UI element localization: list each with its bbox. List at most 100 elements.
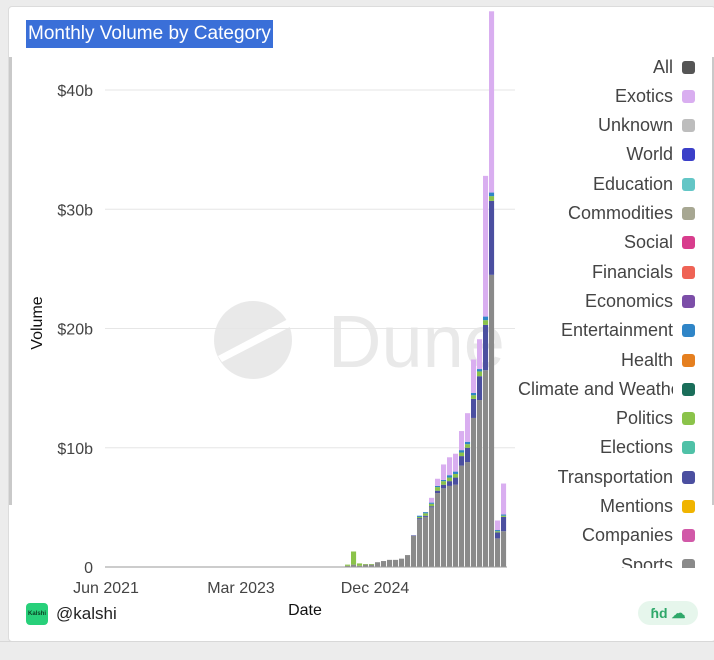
bar-segment — [447, 485, 453, 567]
legend-item[interactable]: Education — [593, 173, 695, 195]
legend-item-label: Unknown — [597, 115, 673, 136]
bar-segment — [423, 515, 429, 517]
legend-item-label: Commodities — [567, 203, 673, 223]
legend-item-label: Financials — [591, 261, 673, 282]
bar-segment — [441, 488, 447, 567]
chart-title: Monthly Volume by Category — [26, 20, 273, 48]
legend-item[interactable]: Exotics — [615, 85, 695, 107]
legend-item[interactable]: Commodities — [568, 203, 695, 225]
kalshi-logo-icon: Kalshi — [26, 603, 48, 625]
footer-handle[interactable]: @kalshi — [56, 604, 117, 623]
bar-segment — [477, 369, 483, 372]
bar-segment — [381, 561, 387, 567]
bar-segment — [429, 497, 435, 503]
bar-segment — [453, 471, 459, 474]
legend-item-label: Health — [620, 349, 673, 370]
legend-item-label: Climate and Weather — [518, 378, 673, 399]
bar-segment — [489, 196, 495, 201]
bar-segment — [483, 316, 489, 321]
bar-segment — [387, 559, 393, 567]
legend-item[interactable]: Sports — [621, 554, 695, 568]
bar-segment — [459, 456, 465, 466]
bar-segment — [363, 564, 369, 565]
legend-item-label: Companies — [581, 525, 673, 546]
bar-segment — [447, 475, 453, 478]
bar-segment — [465, 462, 471, 567]
legend-item-label: Education — [592, 173, 673, 194]
legend-item[interactable]: Entertainment — [561, 320, 695, 342]
y-tick-label: $40b — [57, 83, 93, 100]
legend-swatch — [682, 529, 695, 543]
legend-item[interactable]: All — [653, 56, 695, 78]
bar-segment — [489, 11, 495, 193]
legend-item-label: Entertainment — [560, 320, 673, 341]
bar-segment — [489, 274, 495, 567]
bar-segment — [417, 515, 423, 517]
legend-item[interactable]: Elections — [600, 437, 695, 459]
bar-segment — [471, 392, 477, 396]
bar-segment — [435, 478, 441, 486]
bar-segment — [453, 473, 459, 478]
bar-segment — [483, 320, 489, 325]
bar-segment — [411, 535, 417, 536]
x-tick-label: Dec 2024 — [341, 580, 410, 597]
legend-swatch — [682, 119, 695, 133]
bar-segment — [465, 413, 471, 442]
bar-segment — [375, 562, 381, 567]
legend-swatch — [682, 382, 695, 396]
bar-segment — [477, 376, 483, 401]
bar-segment — [453, 453, 459, 472]
bar-segment — [369, 564, 375, 567]
legend-item[interactable]: Health — [621, 349, 695, 371]
bar-segment — [345, 565, 351, 567]
bottom-strip — [0, 641, 714, 660]
legend-item-label: Elections — [599, 437, 673, 458]
bar-segment — [501, 516, 507, 532]
legend-swatch — [682, 177, 695, 191]
bar-segment — [417, 519, 423, 567]
x-tick-label: Mar 2023 — [207, 580, 275, 597]
bar-segment — [369, 564, 375, 565]
legend-swatch — [682, 441, 695, 455]
bar-segment — [471, 417, 477, 567]
bar-segment — [459, 431, 465, 451]
legend-swatch — [682, 89, 695, 103]
bar-segment — [471, 398, 477, 418]
bar-segment — [441, 479, 447, 482]
bar-segment — [477, 339, 483, 370]
legend-item[interactable]: Mentions — [600, 496, 695, 518]
bar-segment — [477, 400, 483, 567]
legend-item[interactable]: World — [626, 144, 695, 166]
chart-legend: All Exotics Unknown World Education Commoditi… — [505, 56, 703, 568]
bar-segment — [453, 477, 459, 485]
legend-item[interactable]: Unknown — [598, 115, 695, 137]
legend-item[interactable]: Financials — [592, 261, 695, 283]
legend-swatch — [682, 207, 695, 220]
legend-item[interactable]: Economics — [585, 290, 695, 312]
legend-item[interactable]: Politics — [616, 408, 695, 430]
bar-segment — [351, 564, 357, 567]
legend-item[interactable]: Climate and Weather — [518, 378, 695, 400]
dune-badge-icon[interactable]: ɦd ☁ — [638, 601, 698, 625]
bar-segment — [495, 530, 501, 532]
legend-item-label: Sports — [620, 554, 673, 568]
bar-segment — [363, 564, 369, 567]
y-tick-label: $30b — [57, 202, 93, 219]
legend-item[interactable]: Companies — [582, 525, 695, 547]
bar-segment — [465, 441, 471, 445]
bar-segment — [483, 175, 489, 317]
legend-item-label: Transportation — [557, 466, 673, 487]
bar-segment — [441, 484, 447, 489]
legend-swatch — [682, 265, 695, 279]
legend-swatch — [682, 236, 695, 250]
bar-segment — [501, 483, 507, 515]
bar-segment — [459, 465, 465, 567]
bar-segment — [417, 518, 423, 520]
legend-item[interactable]: Social — [624, 232, 695, 254]
bar-segment — [435, 493, 441, 567]
y-axis-title: Volume — [29, 296, 46, 349]
y-tick-label: $10b — [57, 441, 93, 458]
bar-segment — [489, 200, 495, 275]
bar-segment — [357, 565, 363, 567]
legend-item[interactable]: Transportation — [558, 466, 695, 488]
